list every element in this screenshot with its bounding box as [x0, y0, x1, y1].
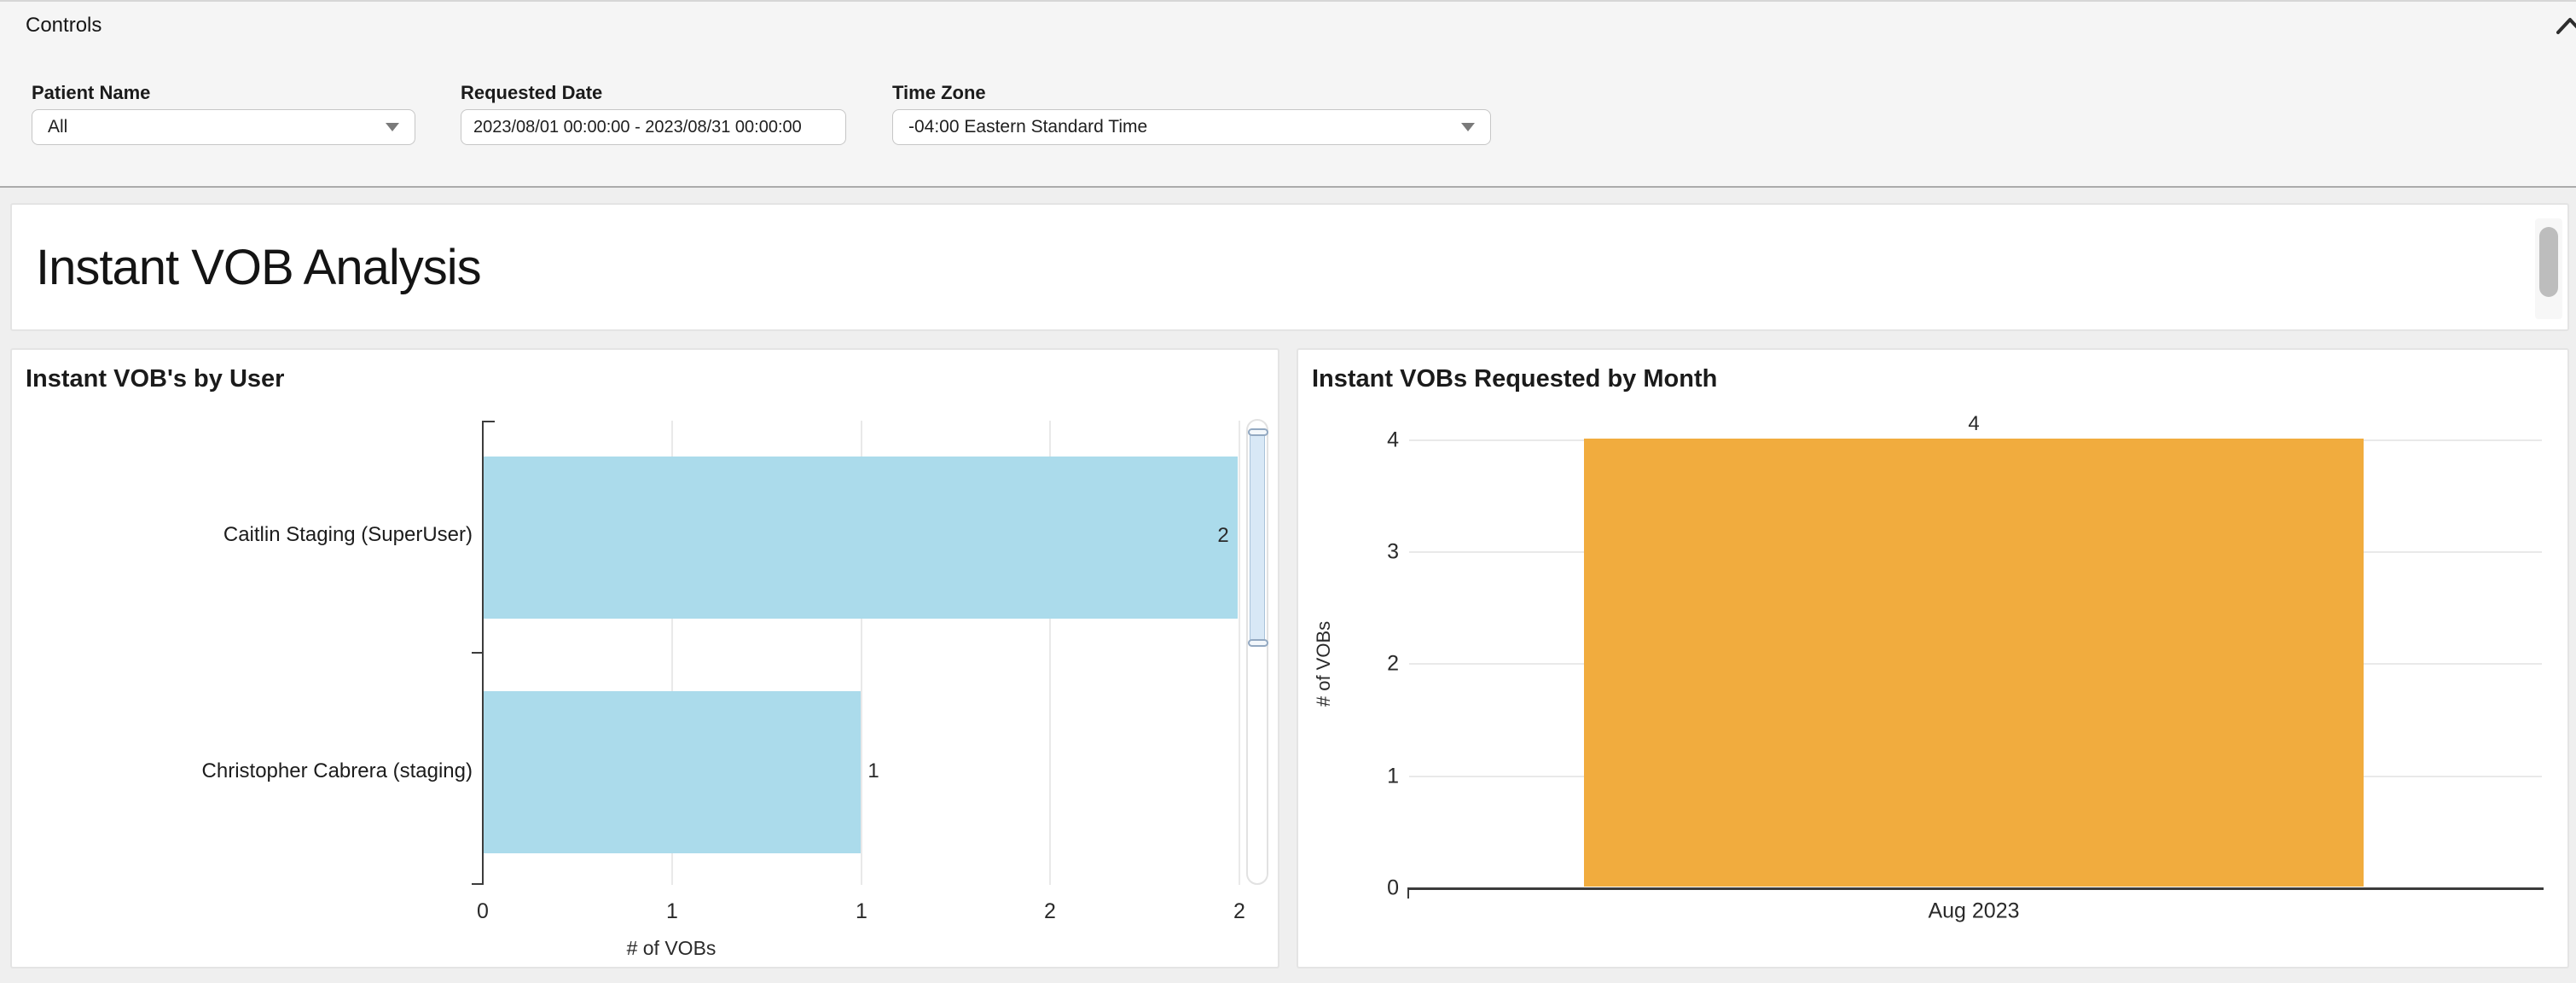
y-tick-label: 3: [1387, 539, 1399, 564]
x-tick-label: 1: [666, 899, 678, 923]
patient-name-dropdown[interactable]: All: [32, 109, 415, 145]
chart-zoom-scrollbar-thumb[interactable]: [1248, 428, 1268, 647]
bar-christopher-cabrera[interactable]: [484, 691, 861, 853]
chevron-down-icon: [386, 123, 399, 131]
title-card-scrollbar-thumb[interactable]: [2539, 227, 2558, 297]
axis-tick: [472, 883, 482, 885]
chart-card-vobs-by-month: Instant VOBs Requested by Month # of VOB…: [1297, 348, 2569, 968]
controls-panel: Controls Patient Name All Requested Date…: [0, 0, 2576, 188]
chart-card-vobs-by-user: Instant VOB's by User Caitlin Staging (S…: [10, 348, 1279, 968]
bar-aug-2023[interactable]: [1584, 439, 2364, 887]
patient-name-value: All: [48, 117, 68, 137]
y-tick-label: 4: [1387, 428, 1399, 452]
y-tick-label: 2: [1387, 651, 1399, 676]
category-label: Christopher Cabrera (staging): [201, 759, 473, 782]
gridline: [1049, 421, 1051, 885]
y-tick-label: 1: [1387, 764, 1399, 788]
y-axis-line: [482, 421, 484, 885]
category-label: Caitlin Staging (SuperUser): [223, 523, 473, 546]
gridline: [671, 421, 673, 885]
time-zone-value: -04:00 Eastern Standard Time: [908, 117, 1148, 137]
x-tick-label: Aug 2023: [1928, 899, 2020, 923]
x-axis-line: [1407, 887, 2544, 890]
x-tick-label: 2: [1233, 899, 1245, 923]
zoom-scrollbar-handle[interactable]: [1248, 639, 1268, 647]
bar-value-label: 4: [1968, 412, 1980, 435]
axis-tick: [484, 421, 495, 422]
title-card-scrollbar-track[interactable]: [2535, 218, 2562, 319]
requested-date-label: Requested Date: [461, 82, 603, 103]
chevron-up-icon: [2556, 18, 2576, 38]
time-zone-label: Time Zone: [892, 82, 986, 103]
axis-tick: [472, 652, 482, 654]
y-tick-label: 0: [1387, 875, 1399, 900]
chart-title: Instant VOBs Requested by Month: [1312, 365, 1718, 393]
requested-date-value: 2023/08/01 00:00:00 - 2023/08/31 00:00:0…: [473, 117, 802, 137]
zoom-scrollbar-handle[interactable]: [1248, 428, 1268, 436]
x-tick-label: 1: [856, 899, 867, 923]
axis-tick: [1407, 887, 1409, 899]
sheet-title-card: Instant VOB Analysis: [10, 203, 2569, 331]
patient-name-label: Patient Name: [32, 82, 151, 103]
chart-title: Instant VOB's by User: [26, 365, 285, 393]
chevron-down-icon: [1461, 123, 1475, 131]
chart-zoom-scrollbar-track[interactable]: [1246, 419, 1268, 885]
requested-date-input[interactable]: 2023/08/01 00:00:00 - 2023/08/31 00:00:0…: [461, 109, 846, 145]
time-zone-dropdown[interactable]: -04:00 Eastern Standard Time: [892, 109, 1491, 145]
sheet-title: Instant VOB Analysis: [36, 239, 482, 295]
controls-panel-title: Controls: [26, 14, 102, 37]
x-axis-title: # of VOBs: [626, 937, 717, 959]
collapse-controls-button[interactable]: [2556, 15, 2576, 38]
bar-value-label: 2: [1217, 524, 1229, 547]
gridline: [861, 421, 862, 885]
bar-caitlin-staging[interactable]: [484, 457, 1238, 619]
x-tick-label: 2: [1044, 899, 1056, 923]
bar-value-label: 1: [867, 759, 879, 782]
gridline: [1239, 421, 1240, 885]
x-tick-label: 0: [477, 899, 489, 923]
